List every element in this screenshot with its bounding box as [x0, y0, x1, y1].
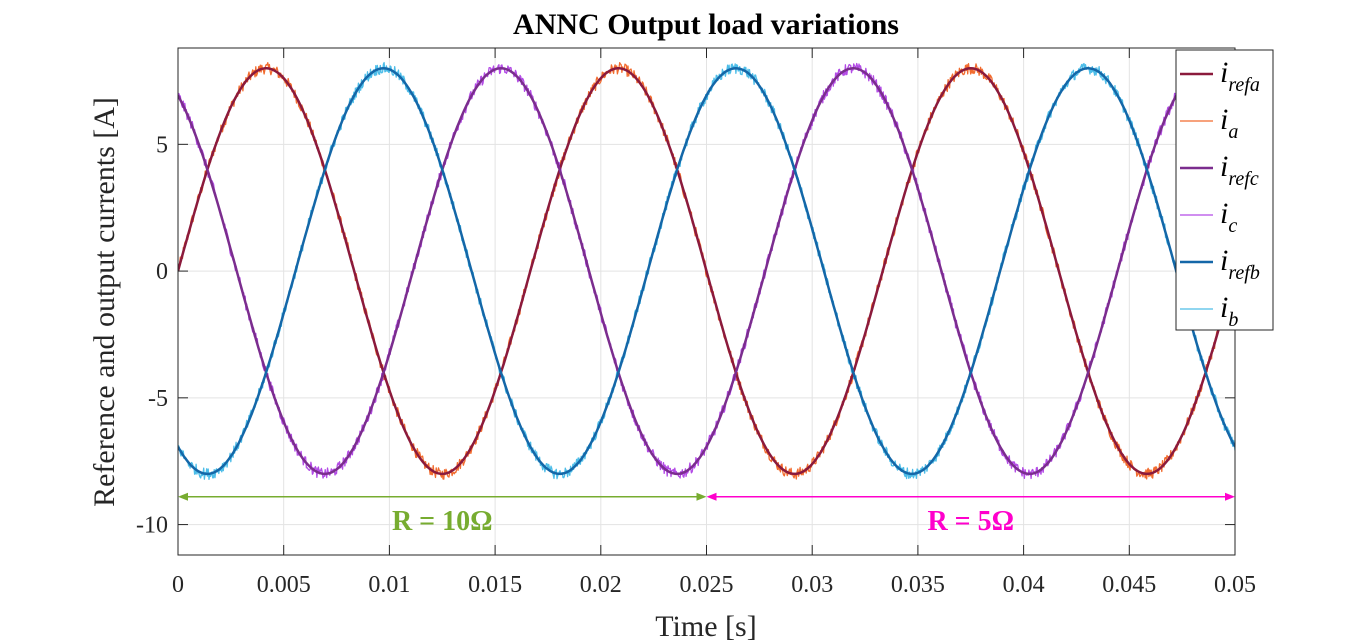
legend-label: irefc	[1220, 150, 1259, 190]
annotation-arrowhead	[1225, 492, 1235, 501]
annotation-arrowhead	[178, 492, 188, 501]
annotation-label: R = 10Ω	[392, 506, 493, 537]
x-tick-label: 0.04	[1003, 572, 1045, 598]
series-group	[178, 61, 1235, 481]
x-tick-label: 0.01	[368, 572, 410, 598]
y-tick-label: 0	[156, 259, 168, 285]
y-tick-label: -10	[136, 513, 168, 539]
x-tick-label: 0.025	[680, 572, 734, 598]
x-tick-label: 0.005	[257, 572, 311, 598]
annotation-arrowhead	[706, 492, 717, 501]
x-tick-label: 0.035	[891, 572, 945, 598]
x-tick-label: 0.03	[791, 572, 833, 598]
x-axis-label: Time [s]	[655, 610, 756, 643]
chart-title: ANNC Output load variations	[513, 8, 899, 41]
annotation-arrowhead	[696, 492, 707, 501]
legend-box	[1175, 49, 1274, 331]
x-tick-label: 0	[172, 572, 184, 598]
y-tick-label: -5	[148, 386, 168, 412]
x-tick-label: 0.045	[1102, 572, 1156, 598]
x-tick-label: 0.05	[1214, 572, 1256, 598]
annotation-label: R = 5Ω	[927, 506, 1014, 537]
series-line-i-refc	[178, 67, 1235, 476]
x-tick-labels: 0 0.005 0.01 0.015 0.02 0.025 0.03 0.035 0.04 0.0…	[172, 572, 1256, 598]
series-line-i-refb	[178, 67, 1235, 476]
series-line-i-refa	[178, 67, 1235, 476]
annotations: R = 10Ω R = 5Ω	[178, 492, 1235, 537]
x-tick-label: 0.015	[468, 572, 522, 598]
x-tick-label: 0.02	[580, 572, 622, 598]
y-axis-label: Reference and output currents [A]	[88, 97, 121, 507]
y-tick-labels: -10 -5 0 5	[136, 132, 168, 538]
grid	[178, 48, 1235, 555]
y-tick-label: 5	[156, 132, 168, 158]
